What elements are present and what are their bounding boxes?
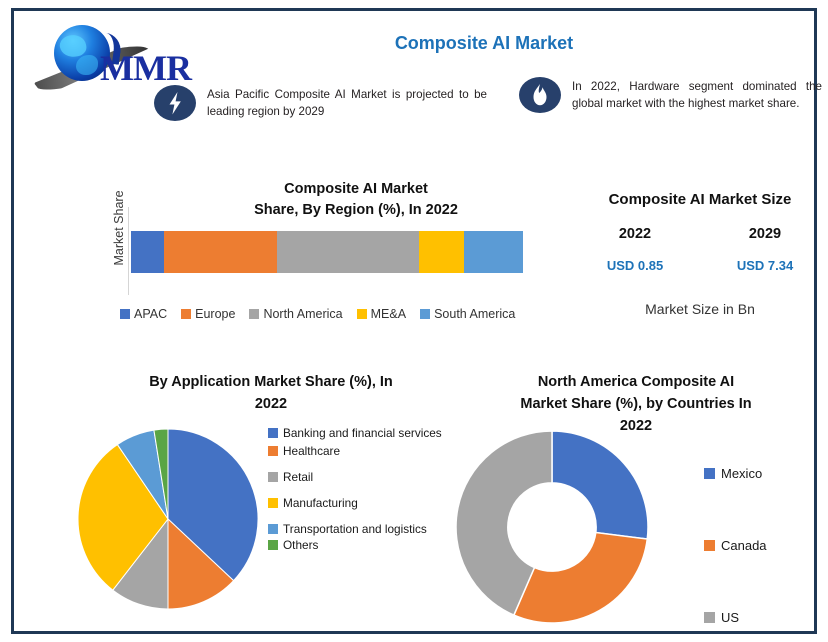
infographic-frame: MMR Composite AI Market Asia Pacific Com… (11, 8, 822, 634)
donut-slice (512, 531, 649, 624)
legend-label: Mexico (721, 465, 763, 481)
legend-swatch (268, 524, 278, 534)
stacked-bar-segment (163, 231, 277, 273)
stacked-bar-segment (463, 231, 523, 273)
note-callout-left: Asia Pacific Composite AI Market is proj… (154, 85, 494, 121)
stacked-bar-segment (418, 231, 464, 273)
stacked-bar-segment (131, 231, 164, 273)
donut-slice (455, 430, 553, 617)
legend-item: Healthcare (268, 443, 443, 459)
market-size-footnote: Market Size in Bn (645, 301, 755, 317)
legend-swatch (704, 467, 715, 479)
pie-chart-graphic (77, 428, 259, 610)
legend-label: APAC (134, 307, 168, 321)
lightning-bolt-icon (154, 85, 196, 121)
pie-slice (167, 517, 235, 610)
legend-label: Canada (721, 537, 767, 553)
pie-chart-title: By Application Market Share (%), In 2022 (149, 374, 393, 412)
donut-chart-title: North America Composite AI Market Share … (520, 374, 752, 434)
market-size-value: USD 7.34 (736, 258, 794, 273)
legend-item: APAC (120, 307, 167, 321)
note-text-right: In 2022, Hardware segment dominated the … (572, 80, 822, 110)
legend-label: Healthcare (283, 444, 341, 458)
legend-swatch (268, 446, 278, 456)
application-share-pie-chart: By Application Market Share (%), In 2022… (76, 371, 446, 621)
north-america-donut-chart: North America Composite AI Market Share … (446, 371, 826, 626)
legend-swatch (181, 309, 192, 319)
note-callout-right: In 2022, Hardware segment dominated the … (519, 77, 828, 113)
donut-slice (551, 430, 649, 540)
legend-swatch (704, 611, 715, 623)
legend-item: North America (249, 307, 343, 321)
bar-chart-axis-line (128, 207, 129, 295)
legend-item: Canada (704, 509, 824, 581)
donut-chart-graphic (455, 430, 649, 624)
note-text-left: Asia Pacific Composite AI Market is proj… (207, 88, 487, 118)
legend-swatch (420, 309, 431, 319)
globe-icon (54, 25, 110, 81)
legend-label: Europe (195, 307, 236, 321)
legend-label: ME&A (370, 307, 407, 321)
legend-item: ME&A (356, 307, 407, 321)
legend-item: Mexico (704, 437, 824, 509)
legend-label: Banking and financial services (283, 426, 442, 440)
legend-swatch (268, 498, 278, 508)
legend-swatch (268, 540, 278, 550)
legend-swatch (704, 539, 715, 551)
market-size-panel: Composite AI Market Size 2022 USD 0.85 2… (570, 191, 828, 341)
market-size-columns: 2022 USD 0.85 2029 USD 7.34 (570, 226, 828, 273)
legend-swatch (268, 472, 278, 482)
market-size-column: 2022 USD 0.85 (570, 226, 700, 273)
legend-item: Europe (181, 307, 235, 321)
region-share-bar-chart: Composite AI Market Share, By Region (%)… (86, 179, 556, 339)
flame-icon (519, 77, 561, 113)
legend-item: Retail (268, 469, 443, 485)
legend-swatch (356, 309, 367, 319)
logo-text: MMR (100, 48, 192, 88)
legend-label: North America (263, 307, 343, 321)
market-size-year: 2029 (748, 226, 782, 242)
market-size-title: Composite AI Market Size (608, 191, 792, 208)
market-size-value: USD 0.85 (606, 258, 664, 273)
pie-slice (167, 428, 259, 582)
legend-swatch (249, 309, 260, 319)
legend-item: Banking and financial services (268, 425, 443, 441)
legend-item: Others (268, 537, 443, 553)
mmr-logo: MMR (30, 21, 200, 83)
legend-label: Transportation and logistics (283, 522, 427, 536)
legend-item: Transportation and logistics (268, 521, 443, 537)
legend-label: South America (434, 307, 516, 321)
bar-chart-title: Composite AI Market Share, By Region (%)… (254, 181, 458, 218)
pie-chart-legend: Banking and financial services Healthcare… (268, 425, 443, 553)
legend-item: US (704, 581, 824, 642)
legend-swatch (268, 428, 278, 438)
donut-chart-legend: Mexico Canada US (704, 437, 824, 642)
legend-item: South America (420, 307, 515, 321)
market-size-year: 2022 (618, 226, 652, 242)
legend-label: Retail (283, 470, 314, 484)
stacked-bar-segment (276, 231, 419, 273)
pie-slice (153, 428, 169, 520)
stacked-bar (131, 231, 523, 273)
page-title: Composite AI Market (394, 33, 574, 53)
market-size-column: 2029 USD 7.34 (700, 226, 828, 273)
legend-label: Manufacturing (283, 496, 358, 510)
bar-chart-legend: APAC Europe North America ME&A South America (120, 307, 560, 321)
pie-slice (77, 443, 169, 591)
legend-label: Others (283, 538, 319, 552)
legend-item: Manufacturing (268, 495, 443, 511)
legend-label: US (721, 609, 740, 625)
bar-chart-y-axis-label: Market Share (112, 190, 126, 266)
legend-swatch (120, 309, 130, 319)
